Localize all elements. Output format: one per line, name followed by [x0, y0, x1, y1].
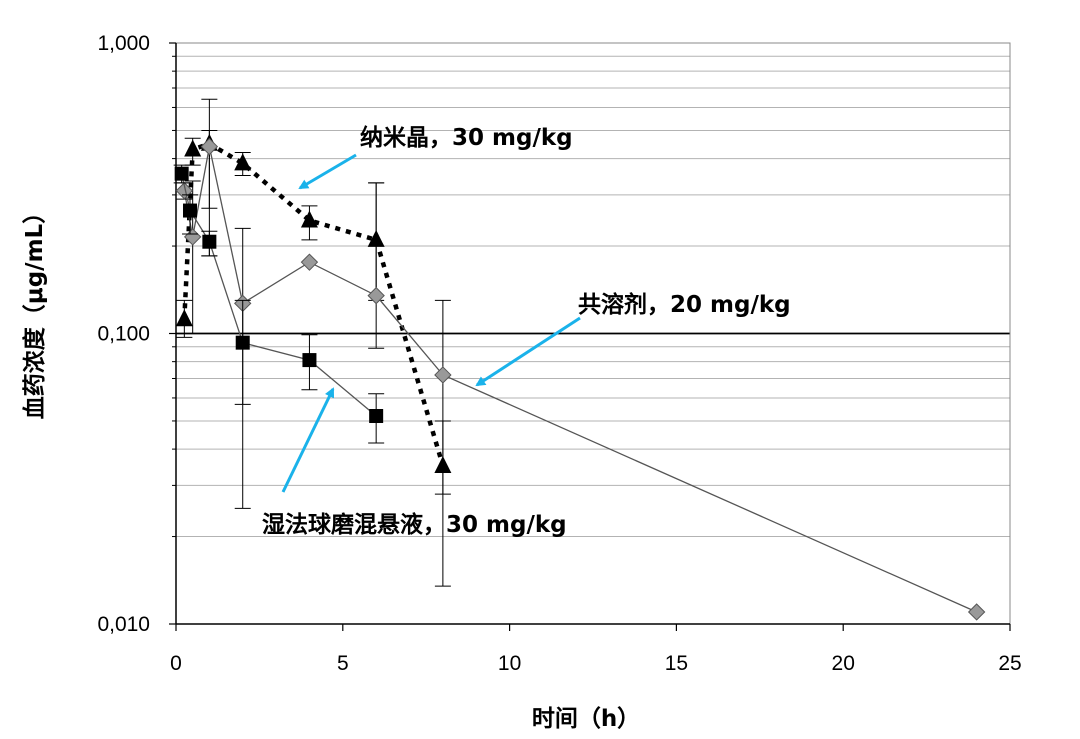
x-tick-label: 5	[337, 652, 349, 675]
axes: 0 5 10 15 20 25 0,010 0,100 1,000	[97, 32, 1021, 675]
x-tick-label: 10	[498, 652, 521, 675]
triangle-marker	[300, 210, 318, 228]
x-tick-label: 15	[665, 652, 688, 675]
series-line	[181, 173, 377, 417]
annotation-nanocrystal: 纳米晶，30 mg/kg	[360, 124, 573, 151]
arrow-nanocrystal	[298, 153, 357, 190]
annotation-wet-milled-suspension: 湿法球磨混悬液，30 mg/kg	[262, 511, 567, 538]
annotations	[281, 153, 581, 493]
y-tick-label: 0,010	[97, 613, 150, 636]
y-tick-label: 1,000	[97, 32, 150, 55]
square-marker	[302, 353, 317, 368]
series-line	[183, 146, 977, 613]
diamond-marker	[200, 137, 219, 156]
series-wet-milled-suspension	[173, 164, 385, 444]
x-axis-title: 时间（h）	[532, 705, 640, 732]
diamond-marker	[367, 286, 385, 305]
diamond-marker	[300, 253, 319, 271]
annotation-cosolvent: 共溶剂，20 mg/kg	[578, 291, 791, 318]
square-marker	[235, 335, 250, 350]
square-marker	[183, 203, 198, 218]
diamond-marker	[183, 228, 202, 246]
diamond-marker	[967, 603, 986, 621]
triangle-marker	[175, 309, 193, 327]
y-axis-title: 血药浓度（μg/mL）	[21, 201, 48, 419]
square-marker	[174, 166, 189, 181]
arrow-wet-milled-suspension	[281, 387, 335, 493]
x-tick-label: 0	[170, 652, 182, 675]
triangle-marker	[234, 153, 252, 171]
x-tick-label: 20	[832, 652, 855, 675]
gridlines	[176, 55, 1010, 538]
y-tick-label: 0,100	[97, 323, 150, 346]
square-marker	[202, 234, 217, 249]
square-marker	[369, 409, 384, 424]
arrow-cosolvent	[475, 316, 581, 387]
series-line	[182, 141, 446, 467]
series-group	[173, 98, 986, 621]
diamond-marker	[434, 366, 452, 384]
x-tick-label: 25	[998, 652, 1021, 675]
series-cosolvent	[175, 129, 986, 621]
triangle-marker	[184, 139, 202, 157]
